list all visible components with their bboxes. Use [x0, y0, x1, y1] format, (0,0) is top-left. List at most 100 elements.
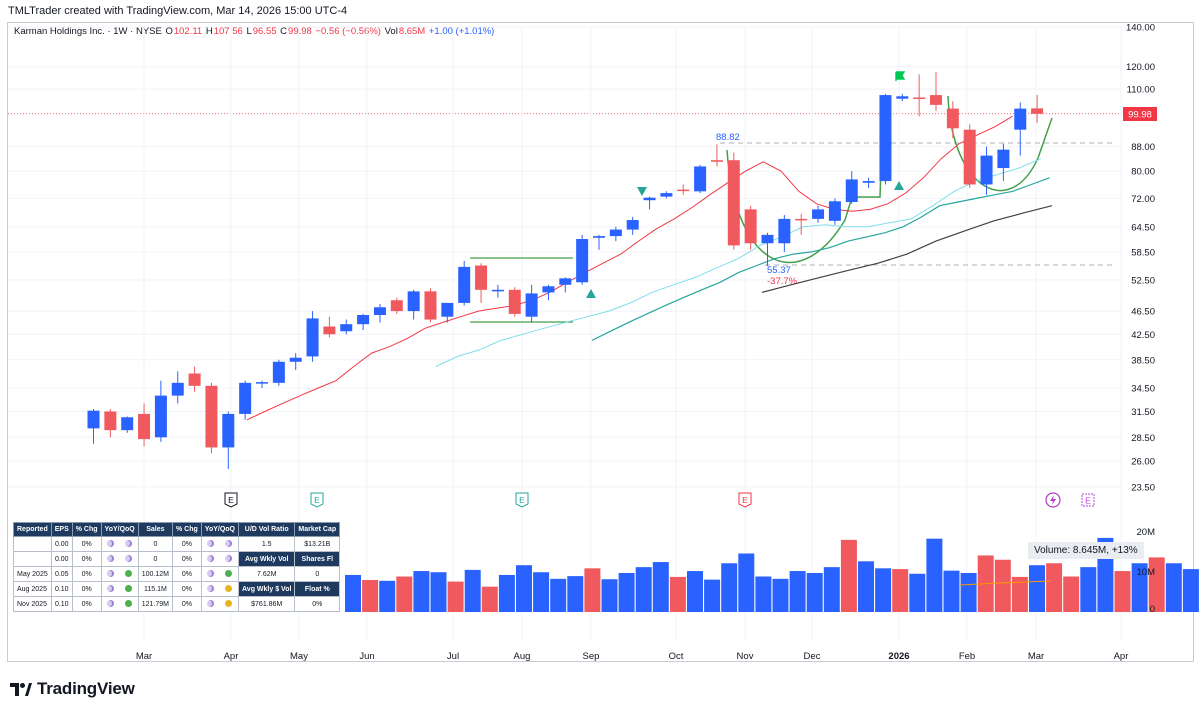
fundamentals-row: 0.00 0% 0 0% 1.5 $13.21B: [13, 536, 341, 552]
y-tick-label: 80.00: [1131, 167, 1155, 178]
y-tick-label: 23.50: [1131, 483, 1155, 494]
volume-bar: [806, 573, 823, 612]
legend-high: 107.56: [213, 26, 243, 37]
candle-body: [256, 382, 268, 384]
header-reported: Reported: [13, 522, 52, 537]
y-tick-label: 46.50: [1131, 307, 1155, 318]
sales-change-cell: 0%: [172, 566, 202, 582]
volume-bar: [1029, 565, 1045, 612]
header-sales: Sales: [137, 522, 174, 537]
tradingview-logo-icon: [10, 683, 32, 697]
legend-close: 99.98: [288, 26, 312, 37]
candle-body: [542, 286, 555, 293]
sales-yoy-cell: [200, 536, 220, 552]
earnings-letter: E: [519, 495, 525, 505]
candle-body: [171, 382, 184, 396]
upcoming-earnings-letter: E: [1085, 496, 1091, 506]
eps-cell: 0.05: [50, 566, 73, 582]
eps-yoy-cell: [100, 566, 120, 582]
y-tick-label: 110.00: [1127, 85, 1155, 96]
x-tick-label: Aug: [514, 651, 531, 662]
volume-bar: [926, 538, 943, 612]
eps-qoq-cell: [119, 581, 139, 597]
volume-bar: [909, 573, 926, 612]
volume-axis-label: 0: [1150, 604, 1155, 615]
eps-change-cell: 0%: [71, 581, 102, 597]
candle-body: [744, 209, 757, 244]
volume-bar: [755, 576, 772, 612]
candle-body: [340, 324, 353, 332]
header-market-cap: Market Cap: [294, 522, 341, 537]
volume-bar: [669, 576, 686, 612]
status-dot-icon: [225, 600, 233, 608]
buy-signal-up-arrow: [586, 289, 596, 298]
moon-icon: [207, 600, 215, 608]
metric-value-cell: $13.21B: [294, 536, 341, 552]
fundamentals-row: 0.00 0% 0 0% Avg Wkly Vol Shares Fl: [13, 551, 341, 567]
eps-change-cell: 0%: [71, 536, 102, 552]
sales-cell: 100.12M: [137, 566, 174, 582]
x-tick-label: Apr: [1114, 651, 1129, 662]
volume-bar: [1011, 576, 1028, 612]
volume-bar: [858, 561, 874, 612]
volume-bar: [892, 569, 909, 612]
tradingview-brand[interactable]: TradingView: [10, 679, 135, 699]
metric-label-cell: $761.86M: [238, 596, 296, 612]
candle-body: [458, 266, 471, 303]
volume-bar: [687, 571, 703, 612]
volume-bar: [1148, 557, 1165, 612]
fundamentals-header-row: Reported EPS % Chg YoY/QoQ Sales % Chg Y…: [13, 522, 341, 537]
header-eps-chg: % Chg: [71, 522, 102, 537]
volume-bar: [498, 574, 515, 612]
candle-body: [828, 201, 841, 221]
candle-body: [188, 373, 201, 386]
earnings-badge-shape: [515, 492, 529, 508]
chart-frame: [7, 22, 1194, 662]
sales-qoq-cell: [219, 536, 240, 552]
sales-change-cell: 0%: [172, 536, 202, 552]
x-tick-label: Apr: [224, 651, 239, 662]
moon-icon: [207, 555, 215, 563]
legend-volume: 8.65M: [398, 26, 426, 37]
legend-volume-label: Vol: [384, 26, 398, 37]
sales-qoq-cell: [219, 551, 240, 567]
swing-low-label: 55.37: [767, 265, 791, 276]
y-tick-label: 140.00: [1126, 23, 1155, 34]
eps-qoq-cell: [119, 551, 139, 567]
header-eps-yoy: YoY/QoQ: [100, 522, 139, 537]
sales-change-cell: 0%: [172, 551, 202, 567]
volume-bar: [943, 570, 960, 612]
volume-bar: [430, 572, 447, 612]
sales-yoy-cell: [200, 551, 220, 567]
candle-body: [862, 181, 875, 183]
volume-bar: [960, 573, 977, 612]
legend-high-label: H: [205, 26, 213, 37]
volume-bar: [464, 569, 481, 612]
candle-body: [997, 149, 1010, 169]
y-tick-label: 88.00: [1131, 142, 1155, 153]
swing-high-label: 88.82: [716, 132, 740, 143]
y-tick-label: 120.00: [1126, 62, 1155, 73]
candle-body: [930, 95, 942, 105]
y-tick-label: 52.50: [1131, 275, 1155, 286]
earnings-marker-icon: E: [515, 492, 529, 508]
moon-icon: [107, 570, 115, 578]
header-ud-vol: U/D Vol Ratio: [238, 522, 296, 537]
candle-body: [778, 218, 791, 244]
brand-name: TradingView: [37, 679, 135, 698]
metric-value-cell: Float %: [294, 581, 341, 597]
candle-body: [87, 410, 100, 429]
volume-bar: [396, 576, 413, 612]
y-tick-label: 72.00: [1131, 194, 1155, 205]
fundamentals-row: May 2025 0.05 0% 100.12M 0% 7.62M 0: [13, 566, 341, 582]
candle-body: [104, 411, 117, 431]
volume-bar: [1114, 571, 1131, 612]
volume-bar: [1080, 567, 1097, 612]
eps-qoq-cell: [119, 566, 139, 582]
candle-body: [205, 385, 218, 448]
header-sales-chg: % Chg: [172, 522, 202, 537]
volume-bar: [516, 565, 532, 612]
moon-icon: [225, 555, 233, 563]
candle-body: [845, 179, 858, 203]
reported-cell: [13, 536, 52, 552]
